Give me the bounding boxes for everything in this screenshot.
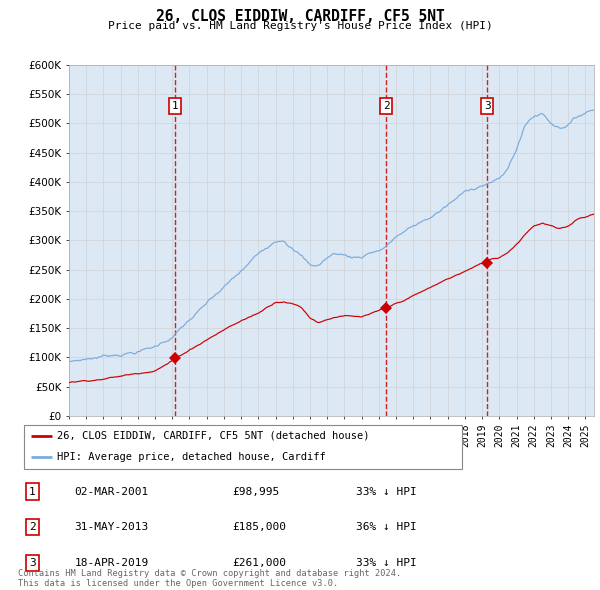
Text: 02-MAR-2001: 02-MAR-2001 <box>74 487 149 497</box>
Text: 3: 3 <box>29 558 35 568</box>
Text: 36% ↓ HPI: 36% ↓ HPI <box>356 522 417 532</box>
Text: Price paid vs. HM Land Registry's House Price Index (HPI): Price paid vs. HM Land Registry's House … <box>107 21 493 31</box>
Text: 1: 1 <box>172 101 179 111</box>
Text: 2: 2 <box>29 522 35 532</box>
Text: 33% ↓ HPI: 33% ↓ HPI <box>356 558 417 568</box>
Text: £185,000: £185,000 <box>232 522 286 532</box>
FancyBboxPatch shape <box>24 425 462 469</box>
Text: 3: 3 <box>484 101 490 111</box>
Text: Contains HM Land Registry data © Crown copyright and database right 2024.
This d: Contains HM Land Registry data © Crown c… <box>18 569 401 588</box>
Text: £261,000: £261,000 <box>232 558 286 568</box>
Text: 33% ↓ HPI: 33% ↓ HPI <box>356 487 417 497</box>
Text: 1: 1 <box>29 487 35 497</box>
Text: 31-MAY-2013: 31-MAY-2013 <box>74 522 149 532</box>
Text: 2: 2 <box>383 101 389 111</box>
Text: 18-APR-2019: 18-APR-2019 <box>74 558 149 568</box>
Text: 26, CLOS EIDDIW, CARDIFF, CF5 5NT (detached house): 26, CLOS EIDDIW, CARDIFF, CF5 5NT (detac… <box>57 431 370 441</box>
Text: 26, CLOS EIDDIW, CARDIFF, CF5 5NT: 26, CLOS EIDDIW, CARDIFF, CF5 5NT <box>155 9 445 24</box>
Text: £98,995: £98,995 <box>232 487 280 497</box>
Text: HPI: Average price, detached house, Cardiff: HPI: Average price, detached house, Card… <box>57 452 326 461</box>
